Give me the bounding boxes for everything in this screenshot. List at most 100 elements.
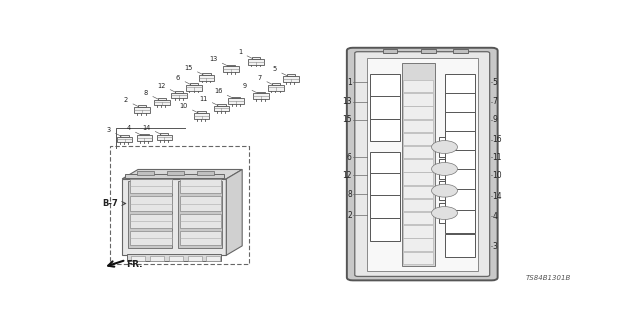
Bar: [370, 118, 399, 141]
Bar: [445, 189, 475, 212]
FancyBboxPatch shape: [355, 52, 490, 276]
Bar: [253, 93, 269, 99]
Text: 11: 11: [199, 96, 207, 102]
Bar: [402, 62, 435, 266]
Bar: [172, 93, 187, 99]
Bar: [403, 93, 433, 106]
Polygon shape: [122, 170, 242, 179]
Bar: [445, 150, 475, 173]
Bar: [150, 256, 164, 261]
Bar: [154, 100, 170, 105]
Text: 2: 2: [124, 97, 128, 103]
Text: FR.: FR.: [126, 260, 143, 269]
Text: 14: 14: [142, 124, 150, 131]
Bar: [403, 146, 433, 158]
Text: TS84B1301B: TS84B1301B: [526, 275, 571, 281]
Bar: [217, 104, 225, 106]
Bar: [125, 174, 224, 178]
Bar: [228, 98, 244, 104]
Bar: [370, 96, 399, 119]
Text: 11: 11: [493, 153, 502, 162]
Text: 16: 16: [214, 88, 222, 94]
Text: 3: 3: [493, 242, 497, 251]
Bar: [439, 159, 461, 179]
Bar: [227, 65, 236, 66]
Bar: [370, 195, 399, 218]
Bar: [257, 92, 265, 93]
Bar: [194, 113, 209, 119]
Bar: [137, 135, 152, 141]
Text: 7: 7: [258, 75, 262, 81]
Bar: [403, 106, 433, 119]
Text: 7: 7: [493, 98, 497, 107]
Bar: [367, 58, 478, 270]
Circle shape: [431, 163, 458, 175]
Text: 2: 2: [347, 211, 352, 220]
Text: 12: 12: [157, 83, 165, 89]
Text: 1: 1: [347, 77, 352, 86]
Bar: [197, 111, 205, 113]
Bar: [403, 172, 433, 185]
Bar: [198, 75, 214, 81]
Bar: [140, 133, 148, 135]
Polygon shape: [122, 179, 227, 255]
Text: 12: 12: [342, 171, 352, 180]
Bar: [403, 212, 433, 225]
Text: 15: 15: [342, 115, 352, 124]
Text: 4: 4: [493, 212, 497, 221]
Bar: [445, 93, 475, 116]
Bar: [134, 107, 150, 113]
Bar: [223, 66, 239, 72]
Text: 9: 9: [243, 84, 247, 89]
Bar: [445, 210, 475, 233]
Bar: [439, 137, 461, 157]
Bar: [272, 83, 280, 85]
Bar: [370, 218, 399, 241]
Bar: [268, 85, 284, 91]
Circle shape: [431, 184, 458, 197]
Bar: [180, 214, 221, 228]
Bar: [207, 256, 220, 261]
Bar: [190, 83, 198, 85]
Bar: [117, 137, 132, 142]
Bar: [130, 196, 172, 211]
Bar: [439, 181, 461, 200]
Bar: [169, 256, 182, 261]
Text: 9: 9: [493, 115, 497, 124]
Bar: [202, 73, 211, 75]
Text: 3: 3: [107, 126, 111, 132]
Bar: [196, 171, 214, 175]
Bar: [252, 57, 260, 59]
Bar: [445, 74, 475, 97]
Text: 4: 4: [126, 125, 131, 131]
Text: 6: 6: [176, 75, 180, 81]
Bar: [403, 225, 433, 238]
Bar: [287, 74, 295, 76]
Polygon shape: [227, 170, 242, 255]
Bar: [445, 131, 475, 154]
Circle shape: [431, 207, 458, 220]
Bar: [180, 179, 221, 194]
Text: 10: 10: [493, 171, 502, 180]
Bar: [214, 106, 229, 111]
Bar: [180, 231, 221, 245]
Bar: [403, 80, 433, 92]
Bar: [403, 186, 433, 198]
Bar: [232, 97, 241, 98]
Bar: [445, 112, 475, 135]
Bar: [454, 49, 468, 53]
Bar: [445, 234, 475, 257]
Bar: [439, 203, 461, 223]
Text: 13: 13: [209, 56, 218, 62]
Circle shape: [431, 140, 458, 154]
Bar: [178, 180, 221, 248]
Text: 13: 13: [342, 98, 352, 107]
Text: 16: 16: [493, 135, 502, 144]
Bar: [370, 173, 399, 196]
Bar: [131, 256, 145, 261]
Bar: [370, 152, 399, 175]
Text: 5: 5: [273, 66, 277, 72]
Bar: [370, 74, 399, 97]
Bar: [130, 231, 172, 245]
Bar: [130, 214, 172, 228]
